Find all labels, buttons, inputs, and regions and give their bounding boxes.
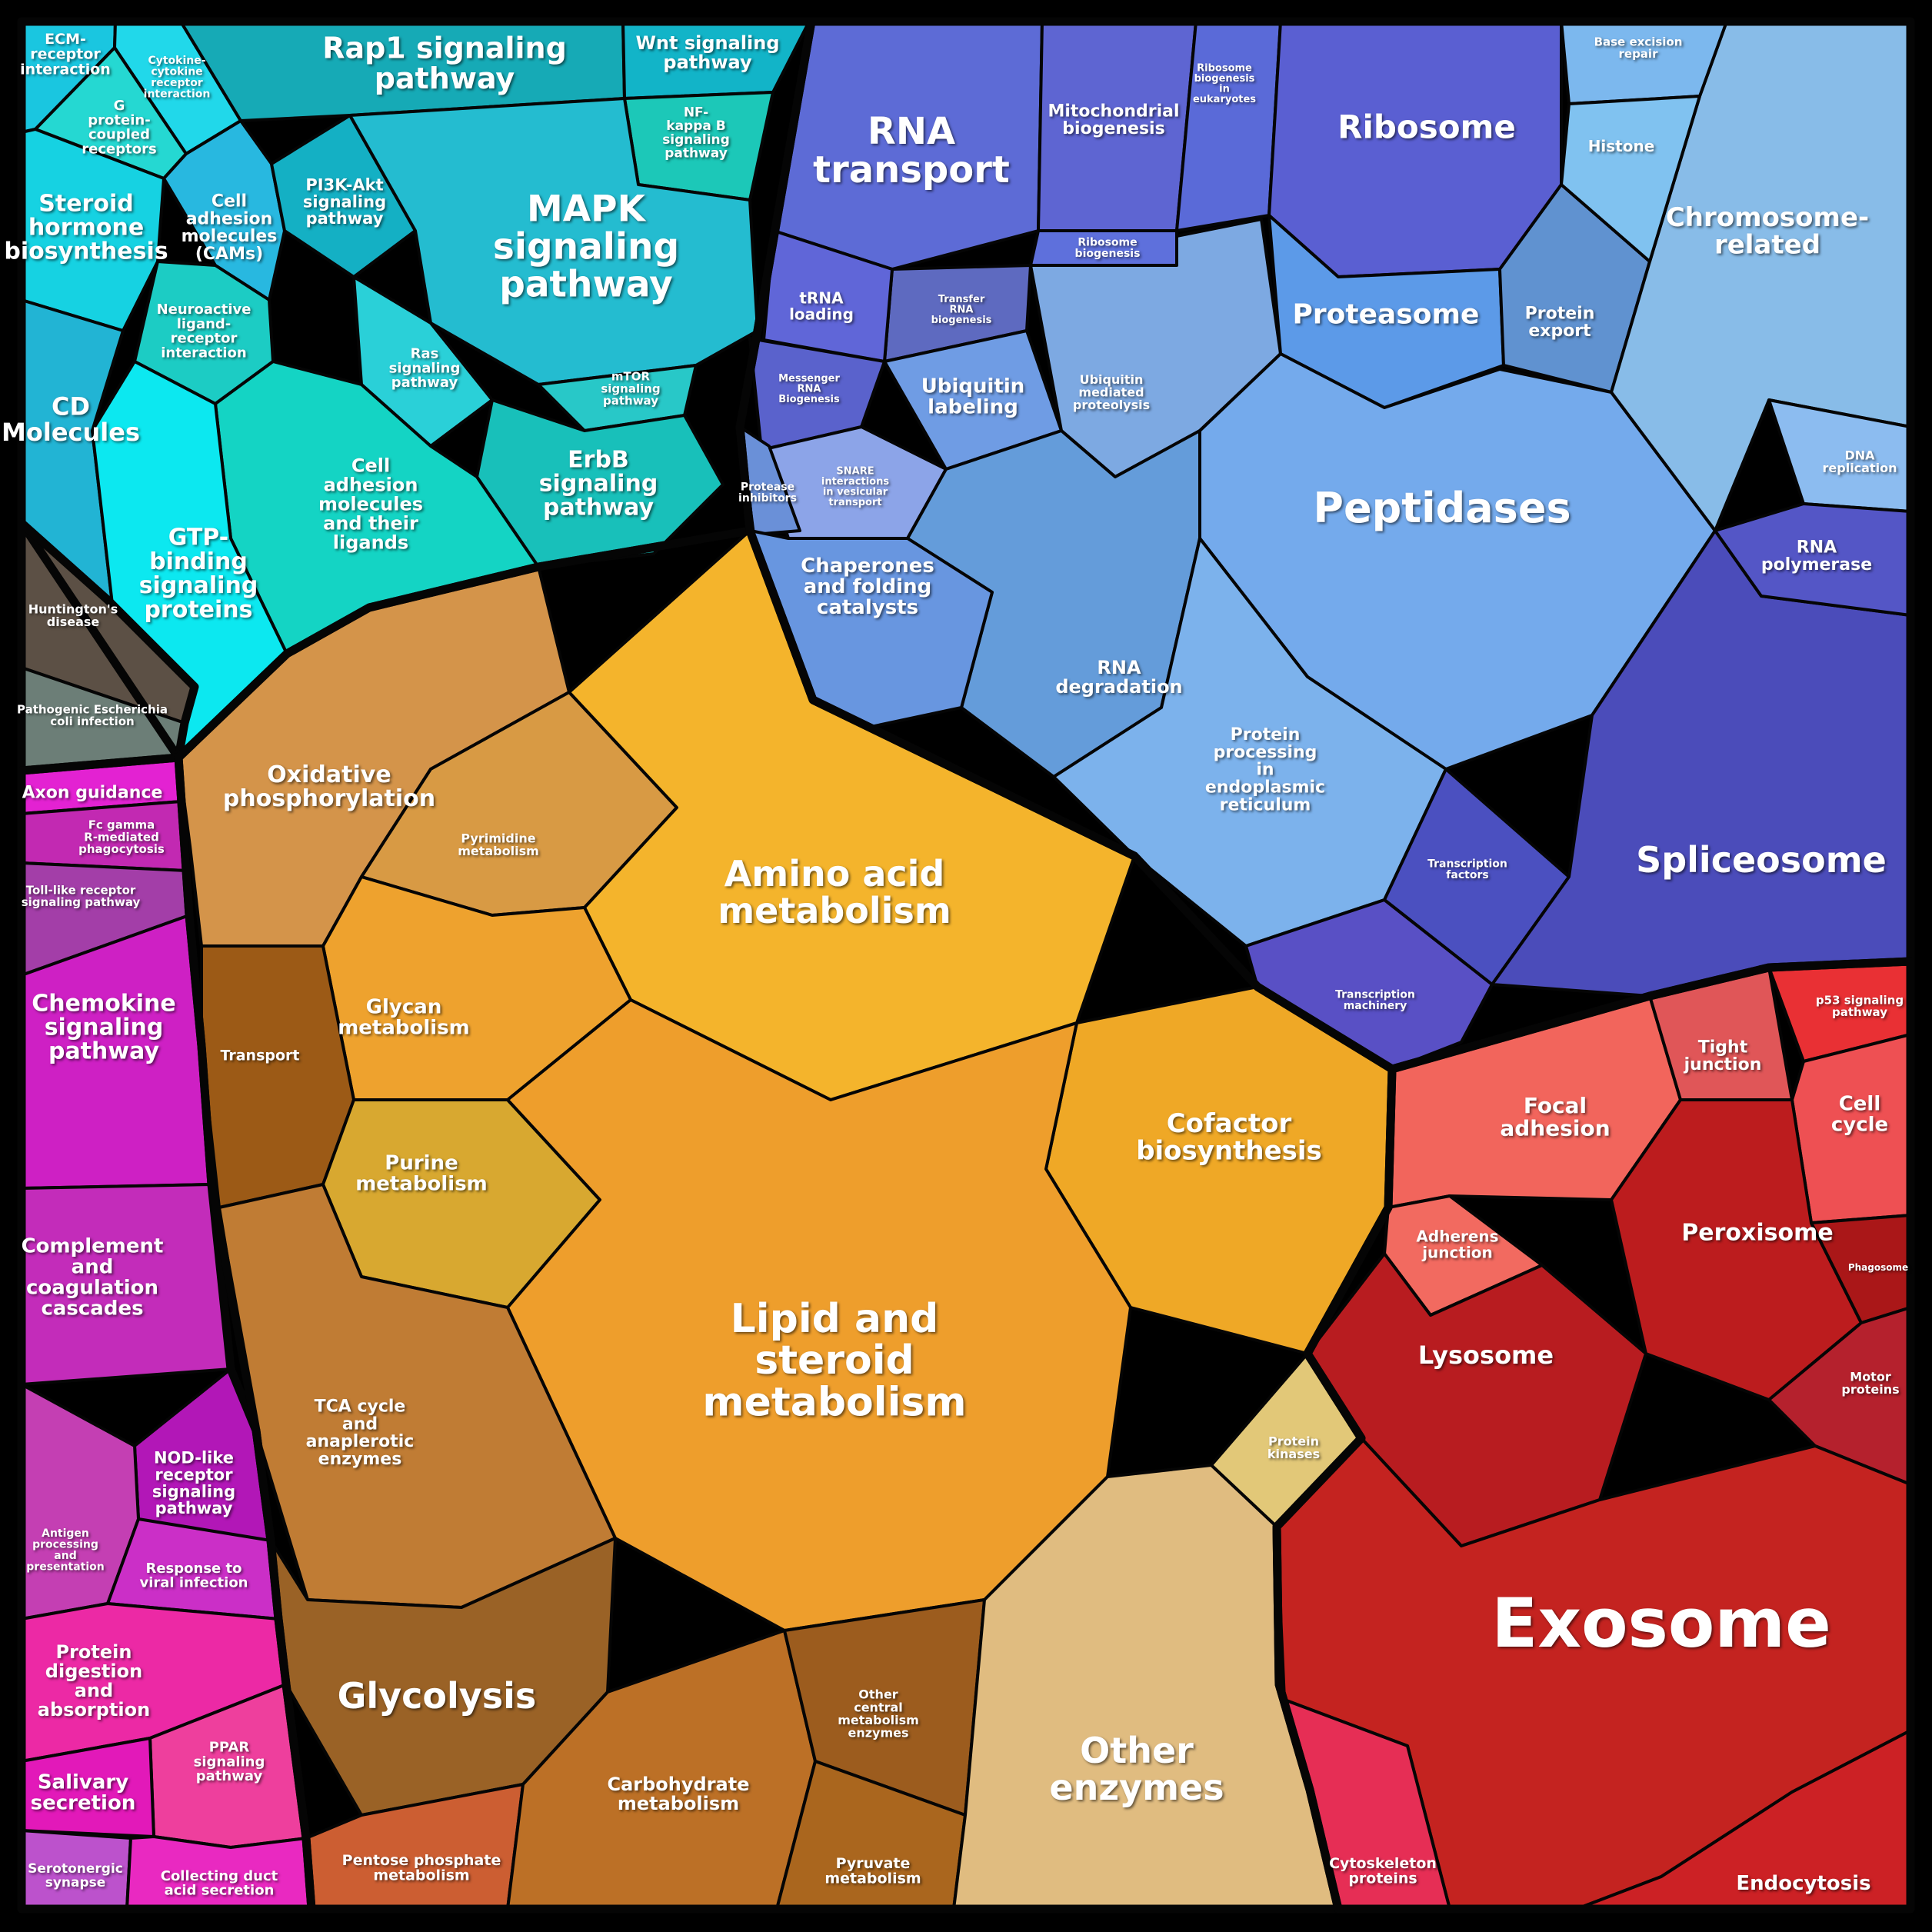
cell-wnt-signaling-pathway[interactable] bbox=[621, 20, 811, 100]
cell-rna-transport[interactable] bbox=[772, 20, 1044, 271]
cell-base-excision-repair[interactable] bbox=[1560, 20, 1728, 105]
cell-ras-signaling-pathway[interactable] bbox=[352, 275, 494, 448]
group-outlines-layer bbox=[17, 17, 1915, 1914]
cell-histone[interactable] bbox=[1560, 95, 1701, 263]
cell-ribosome[interactable] bbox=[1267, 20, 1563, 278]
cell-pi3k-akt-signaling-pathway[interactable] bbox=[270, 114, 417, 278]
group-outline-cellular-processes bbox=[1272, 957, 1915, 1914]
cell-serotonergic-synapse[interactable] bbox=[20, 1829, 132, 1910]
cell-ribosome-biogenesis[interactable] bbox=[1029, 229, 1178, 267]
cell-mapk-signaling-pathway[interactable] bbox=[348, 97, 759, 386]
cell-mitochondrial-biogenesis[interactable] bbox=[1037, 20, 1198, 232]
cell-ribosome-biogenesis-in-eukaryotes[interactable] bbox=[1175, 20, 1282, 232]
cell-cell-cycle[interactable] bbox=[1790, 1033, 1912, 1224]
cell-complement-and-coagulation-cascades[interactable] bbox=[20, 1183, 232, 1386]
cell-fc-gamma-r-mediated-phagocytosis[interactable] bbox=[20, 800, 188, 872]
cell-nf-kappa-b-signaling-pathway[interactable] bbox=[623, 91, 774, 202]
cell-collecting-duct-acid-secretion[interactable] bbox=[125, 1835, 313, 1910]
cells-layer bbox=[20, 20, 1912, 1910]
